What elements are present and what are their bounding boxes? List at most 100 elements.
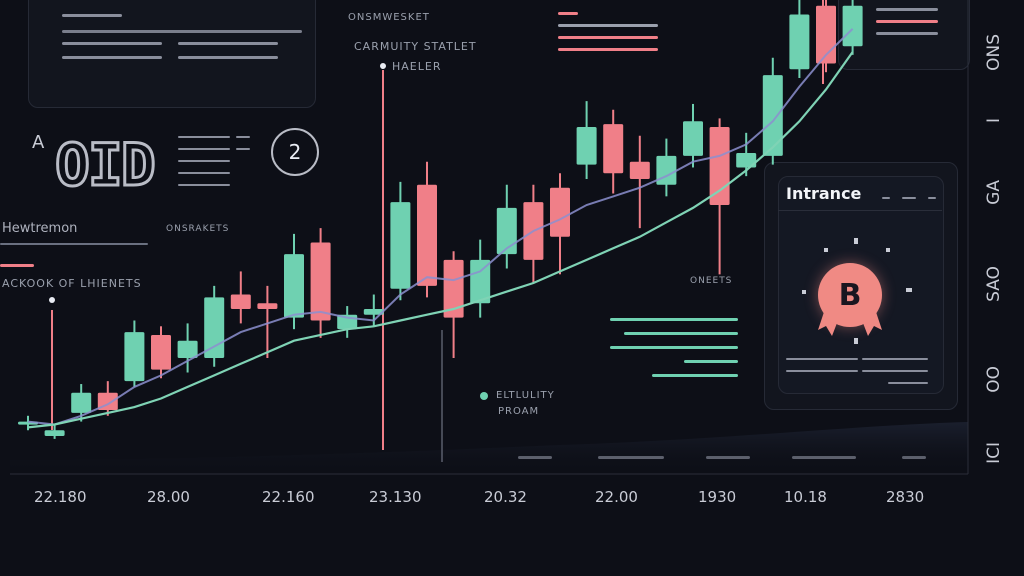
center-title-2: HAELER bbox=[392, 60, 442, 73]
text-placeholder bbox=[610, 318, 738, 321]
text-placeholder bbox=[558, 36, 658, 39]
text-placeholder bbox=[178, 42, 278, 45]
candle-up bbox=[124, 332, 145, 382]
text-placeholder bbox=[876, 32, 938, 35]
text-placeholder bbox=[0, 243, 148, 245]
trend-curve bbox=[27, 51, 854, 429]
x-tick-label: 22.180 bbox=[34, 488, 87, 506]
bottom-mid-label-2: PROAM bbox=[498, 406, 540, 417]
candle-up bbox=[762, 75, 783, 156]
text-placeholder bbox=[786, 358, 858, 360]
candle-up bbox=[71, 392, 92, 413]
right-axis-label: ICI bbox=[984, 442, 1004, 464]
bottom-mid-label-1: ELTLULITY bbox=[496, 390, 555, 401]
left-subtitle: ONSRAKETS bbox=[166, 224, 230, 234]
text-placeholder bbox=[62, 56, 162, 59]
candle-up bbox=[736, 153, 757, 168]
pointer-dot bbox=[49, 297, 55, 303]
text-placeholder bbox=[0, 264, 34, 267]
sparkle-dot bbox=[886, 248, 890, 252]
text-placeholder bbox=[178, 148, 230, 150]
x-tick-label: 1930 bbox=[698, 488, 737, 506]
candle-up bbox=[44, 430, 65, 437]
text-placeholder bbox=[62, 30, 302, 33]
sparkle-dot bbox=[824, 248, 828, 252]
candle-up bbox=[496, 207, 517, 255]
background-area bbox=[10, 422, 968, 470]
text-placeholder bbox=[876, 20, 938, 23]
moving-average-line bbox=[27, 28, 854, 426]
text-placeholder bbox=[178, 172, 230, 174]
card-dash bbox=[928, 197, 936, 199]
text-placeholder bbox=[888, 382, 928, 384]
x-tick-label: 22.160 bbox=[262, 488, 315, 506]
text-placeholder bbox=[178, 184, 230, 186]
card-dash bbox=[902, 197, 916, 199]
candle-down bbox=[151, 334, 171, 370]
sparkle-dot bbox=[802, 290, 806, 294]
left-title: Hewtremon bbox=[2, 221, 78, 236]
sparkle-dot bbox=[854, 238, 858, 244]
legend-dot bbox=[480, 392, 488, 400]
pointer-dot bbox=[380, 63, 386, 69]
candle-down bbox=[417, 184, 437, 286]
candle-up bbox=[470, 259, 491, 304]
x-tick-label: 2830 bbox=[886, 488, 925, 506]
text-placeholder bbox=[62, 42, 162, 45]
candles-group bbox=[18, 0, 863, 439]
card-title: Intrance bbox=[786, 184, 862, 203]
candle-up bbox=[576, 127, 597, 165]
text-placeholder bbox=[684, 360, 738, 363]
x-tick-label: 10.18 bbox=[784, 488, 827, 506]
candle-up bbox=[656, 155, 677, 185]
text-placeholder bbox=[610, 346, 738, 349]
sparkle-dot bbox=[854, 338, 858, 344]
right-axis-label: GA bbox=[984, 180, 1004, 205]
candle-down bbox=[230, 294, 251, 309]
text-placeholder bbox=[558, 12, 578, 15]
candle-down bbox=[257, 303, 278, 309]
top-left-panel bbox=[28, 0, 316, 108]
left-note: ACKOOK OF LHIENETS bbox=[2, 277, 142, 290]
circle-number-badge[interactable]: 2 bbox=[271, 128, 319, 176]
candle-down bbox=[603, 124, 624, 174]
x-tick-label: 20.32 bbox=[484, 488, 527, 506]
candle-up bbox=[177, 340, 198, 359]
award-badge: B bbox=[818, 263, 882, 327]
candle-down bbox=[629, 161, 650, 180]
top-center-label: ONSMWESKET bbox=[348, 12, 430, 23]
text-placeholder bbox=[558, 24, 658, 27]
candle-down bbox=[709, 127, 730, 206]
center-title-1: CARMUITY STATLET bbox=[354, 40, 477, 53]
text-placeholder bbox=[786, 370, 858, 372]
candle-down bbox=[550, 187, 570, 237]
candle-up bbox=[683, 121, 703, 156]
x-tick-label: 28.00 bbox=[147, 488, 190, 506]
right-mid-label: ONEETS bbox=[690, 276, 733, 286]
sparkle-dot bbox=[906, 288, 912, 292]
right-axis-label: OO bbox=[984, 366, 1004, 393]
text-placeholder bbox=[178, 56, 278, 59]
text-placeholder bbox=[62, 14, 122, 17]
candle-up bbox=[789, 14, 810, 70]
x-tick-label: 23.130 bbox=[369, 488, 422, 506]
text-placeholder bbox=[178, 136, 230, 138]
right-axis-label: ONS bbox=[984, 34, 1004, 71]
text-placeholder bbox=[236, 148, 250, 150]
candle-up bbox=[284, 254, 304, 318]
card-divider bbox=[778, 210, 942, 211]
candle-down bbox=[443, 259, 464, 318]
text-placeholder bbox=[178, 160, 230, 162]
x-tick-label: 22.00 bbox=[595, 488, 638, 506]
candle-up bbox=[842, 5, 863, 47]
text-placeholder bbox=[862, 358, 928, 360]
text-placeholder bbox=[624, 332, 738, 335]
candlestick-chart bbox=[10, 0, 969, 475]
card-dash bbox=[882, 197, 890, 199]
text-placeholder bbox=[236, 136, 250, 138]
right-axis-label: I bbox=[984, 118, 1004, 124]
text-placeholder bbox=[652, 374, 738, 377]
text-placeholder bbox=[876, 8, 938, 11]
candle-up bbox=[363, 308, 384, 315]
candle-up bbox=[390, 202, 411, 289]
